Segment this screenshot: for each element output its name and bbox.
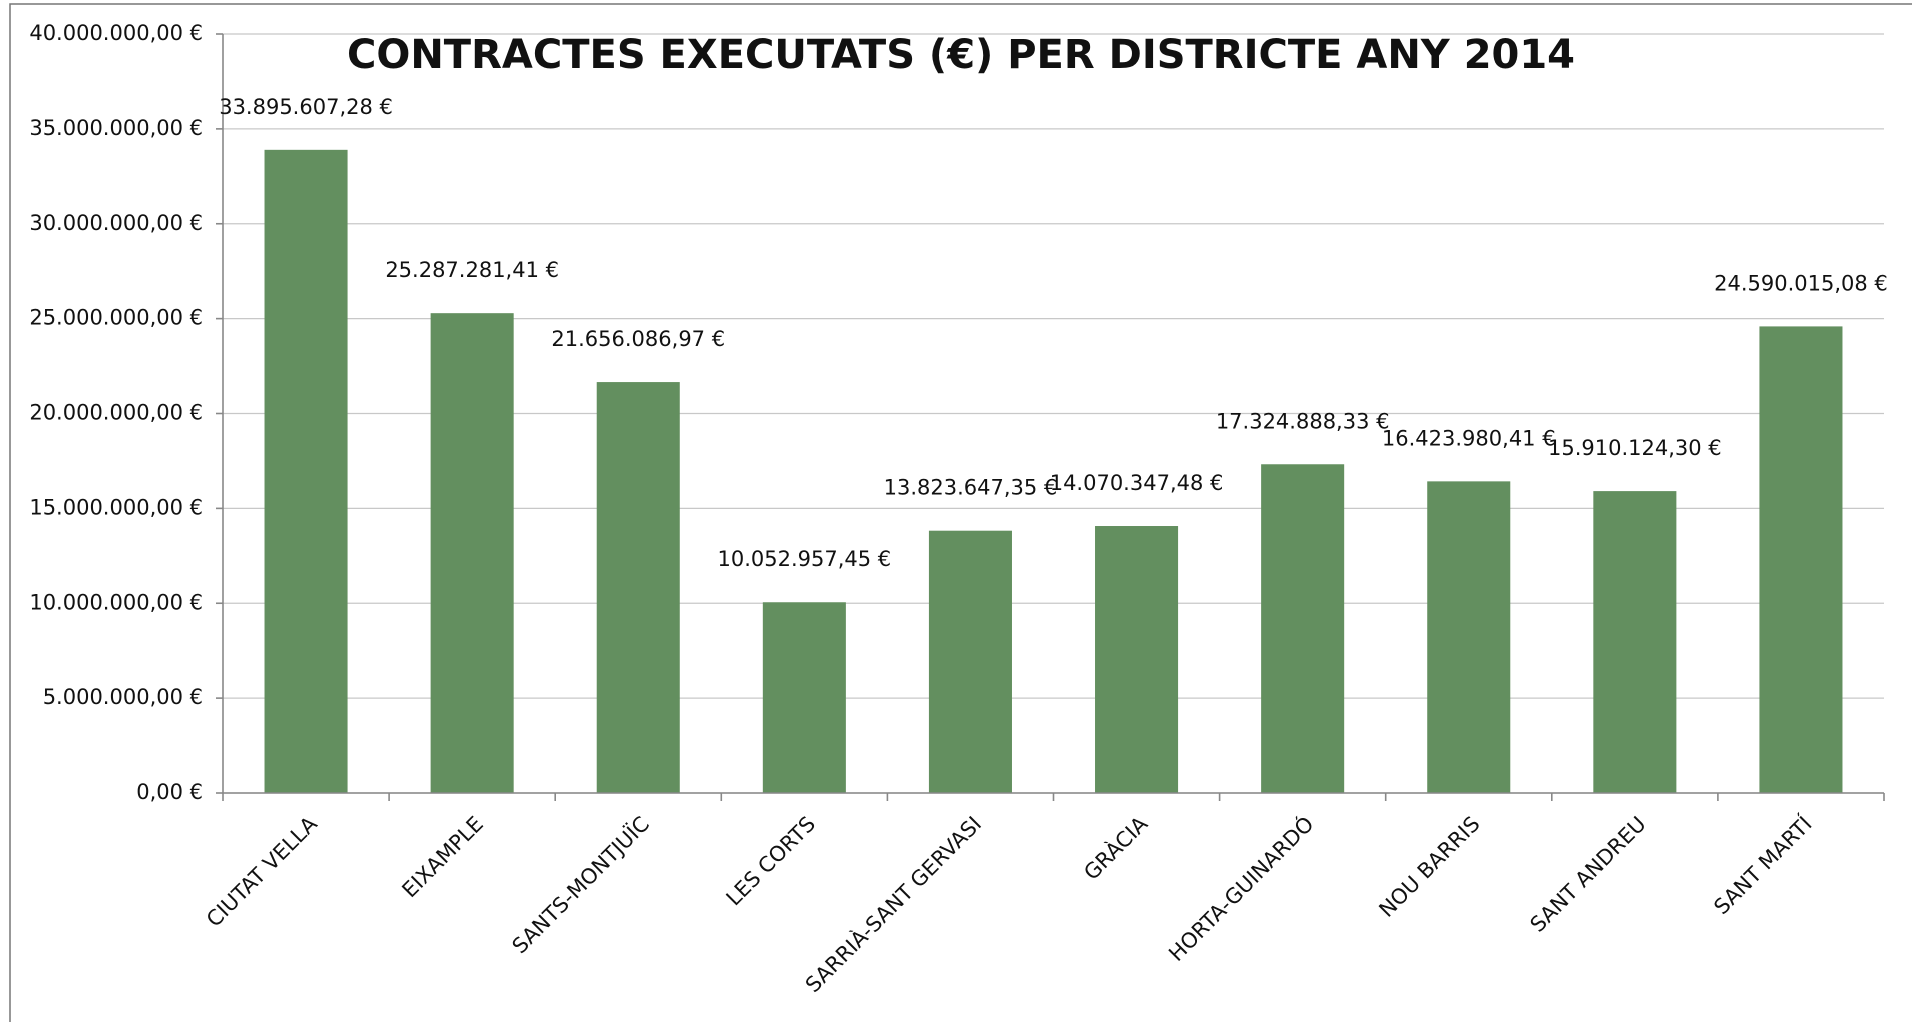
x-tick-label: SANT MARTÍ [1709, 811, 1817, 919]
chart-frame [9, 3, 1912, 1022]
value-label: 14.070.347,48 € [1050, 471, 1224, 495]
value-label: 17.324.888,33 € [1216, 409, 1390, 433]
x-tick-label: HORTA-GUINARDÓ [1164, 811, 1319, 966]
value-label: 25.287.281,41 € [385, 258, 559, 282]
y-tick-label: 35.000.000,00 € [29, 116, 203, 140]
x-tick-label: SANT ANDREU [1526, 812, 1651, 937]
value-label: 10.052.957,45 € [718, 547, 892, 571]
x-tick-label: LES CORTS [722, 812, 821, 911]
x-tick-label: CIUTAT VELLA [202, 811, 322, 931]
bar [430, 313, 514, 793]
bar [1427, 481, 1511, 793]
bar [1759, 326, 1843, 793]
x-tick-label: NOU BARRIS [1374, 812, 1484, 922]
bar [1593, 491, 1677, 793]
x-tick-label: SARRIÀ-SANT GERVASI [800, 811, 986, 997]
value-label: 33.895.607,28 € [219, 95, 393, 119]
value-label: 16.423.980,41 € [1382, 426, 1556, 450]
y-tick-label: 40.000.000,00 € [29, 21, 203, 45]
bar [264, 149, 348, 793]
y-tick-label: 10.000.000,00 € [29, 590, 203, 614]
value-label: 15.910.124,30 € [1548, 436, 1722, 460]
value-label: 13.823.647,35 € [884, 476, 1058, 500]
x-tick-label: GRÀCIA [1079, 811, 1153, 885]
bar [762, 602, 846, 793]
bar [596, 382, 680, 793]
y-tick-label: 15.000.000,00 € [29, 495, 203, 519]
bar [928, 530, 1012, 793]
x-tick-label: EIXAMPLE [397, 812, 487, 902]
y-tick-label: 5.000.000,00 € [43, 685, 203, 709]
value-label: 21.656.086,97 € [551, 327, 725, 351]
chart-title: CONTRACTES EXECUTATS (€) PER DISTRICTE A… [347, 32, 1575, 78]
y-tick-label: 30.000.000,00 € [29, 211, 203, 235]
y-tick-label: 20.000.000,00 € [29, 401, 203, 425]
x-tick-label: SANTS-MONTJUÏC [507, 811, 654, 958]
y-tick-label: 25.000.000,00 € [29, 306, 203, 330]
value-label: 24.590.015,08 € [1714, 271, 1888, 295]
bar [1095, 526, 1179, 793]
y-tick-label: 0,00 € [136, 780, 203, 804]
bar [1261, 464, 1345, 793]
